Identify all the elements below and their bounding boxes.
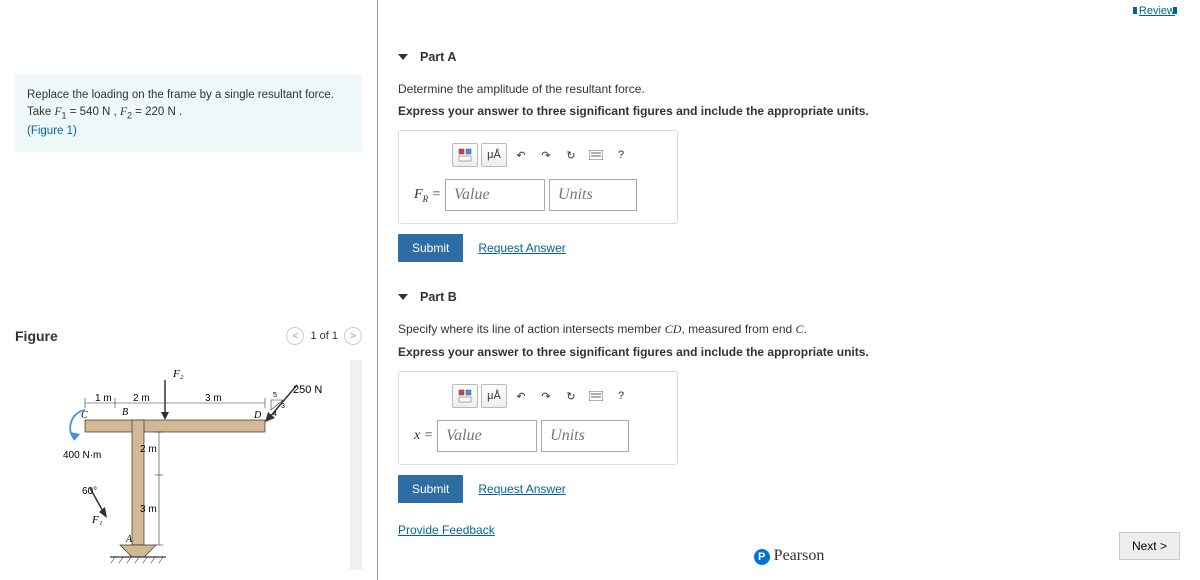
svg-text:A: A	[125, 534, 133, 545]
part-b-answer-box: μÅ ↶ ↷ ↻ ? x =	[398, 371, 678, 465]
part-b-title: Part B	[420, 290, 457, 304]
svg-text:2 m: 2 m	[140, 444, 157, 455]
template-icon[interactable]	[452, 384, 478, 408]
fr-label: FR =	[414, 187, 441, 204]
part-a-value-input[interactable]	[445, 179, 545, 211]
redo-icon[interactable]: ↷	[535, 384, 557, 408]
svg-text:3: 3	[281, 403, 285, 410]
part-a-submit-button[interactable]: Submit	[398, 234, 463, 262]
part-a-instruct: Express your answer to three significant…	[398, 104, 1180, 118]
part-a: Part A Determine the amplitude of the re…	[398, 50, 1180, 262]
part-a-title: Part A	[420, 50, 456, 64]
answer-pane: Review Part A Determine the amplitude of…	[378, 0, 1200, 580]
svg-text:1 m: 1 m	[95, 393, 112, 404]
help-icon[interactable]: ?	[610, 143, 632, 167]
symbols-icon[interactable]: μÅ	[481, 384, 507, 408]
collapse-icon[interactable]	[398, 54, 408, 60]
svg-text:5: 5	[273, 392, 277, 399]
f2-symbol: F	[120, 106, 127, 118]
part-b: Part B Specify where its line of action …	[398, 290, 1180, 503]
next-button[interactable]: Next >	[1119, 532, 1180, 560]
part-a-toolbar: μÅ ↶ ↷ ↻ ?	[452, 143, 662, 167]
redo-icon[interactable]: ↷	[535, 143, 557, 167]
svg-text:4: 4	[273, 411, 277, 418]
svg-text:B: B	[122, 407, 128, 418]
part-b-value-input[interactable]	[437, 420, 537, 452]
svg-text:C: C	[81, 410, 88, 421]
svg-text:3 m: 3 m	[140, 504, 157, 515]
figure-nav-label: 1 of 1	[310, 330, 338, 342]
reset-icon[interactable]: ↻	[560, 143, 582, 167]
svg-text:250 N: 250 N	[293, 384, 322, 396]
part-a-answer-box: μÅ ↶ ↷ ↻ ? FR =	[398, 130, 678, 224]
undo-icon[interactable]: ↶	[510, 384, 532, 408]
pearson-brand: PPearson	[398, 547, 1180, 565]
part-a-units-input[interactable]	[549, 179, 637, 211]
svg-text:F₁: F₁	[91, 514, 103, 526]
svg-text:400 N·m: 400 N·m	[63, 450, 101, 461]
part-b-units-input[interactable]	[541, 420, 629, 452]
part-b-request-link[interactable]: Request Answer	[478, 482, 565, 496]
f2-value: = 220 N .	[132, 106, 182, 118]
help-icon[interactable]: ?	[610, 384, 632, 408]
figure-heading: Figure < 1 of 1 >	[15, 327, 362, 345]
undo-icon[interactable]: ↶	[510, 143, 532, 167]
f1-value: = 540 N ,	[67, 106, 120, 118]
figure-title: Figure	[15, 328, 58, 344]
template-icon[interactable]	[452, 143, 478, 167]
svg-text:2 m: 2 m	[133, 393, 150, 404]
figure-diagram: F₂ 250 N 5 3 4 1 m 2 m 3 m 2 m 3 m 60° C…	[15, 360, 362, 570]
f1-symbol: F	[55, 106, 62, 118]
keyboard-icon[interactable]	[585, 143, 607, 167]
figure-prev-button[interactable]: <	[286, 327, 304, 345]
reset-icon[interactable]: ↻	[560, 384, 582, 408]
part-b-instruct: Express your answer to three significant…	[398, 345, 1180, 359]
figure-next-button[interactable]: >	[344, 327, 362, 345]
problem-statement: Replace the loading on the frame by a si…	[15, 75, 362, 152]
pearson-logo-icon: P	[754, 549, 770, 565]
part-b-prompt: Specify where its line of action interse…	[398, 322, 1180, 337]
svg-text:D: D	[253, 410, 262, 421]
part-b-toolbar: μÅ ↶ ↷ ↻ ?	[452, 384, 662, 408]
svg-text:F₂: F₂	[172, 368, 184, 380]
collapse-icon[interactable]	[398, 294, 408, 300]
problem-pane: Replace the loading on the frame by a si…	[0, 0, 378, 580]
part-a-request-link[interactable]: Request Answer	[478, 241, 565, 255]
symbols-icon[interactable]: μÅ	[481, 143, 507, 167]
figure-link[interactable]: (Figure 1)	[27, 125, 77, 137]
svg-text:3 m: 3 m	[205, 393, 222, 404]
review-link[interactable]: Review	[1133, 5, 1180, 17]
figure-nav: < 1 of 1 >	[286, 327, 362, 345]
keyboard-icon[interactable]	[585, 384, 607, 408]
part-a-prompt: Determine the amplitude of the resultant…	[398, 82, 1180, 96]
svg-text:60°: 60°	[82, 486, 97, 497]
provide-feedback-link[interactable]: Provide Feedback	[398, 523, 495, 537]
x-label: x =	[414, 428, 433, 444]
part-b-submit-button[interactable]: Submit	[398, 475, 463, 503]
